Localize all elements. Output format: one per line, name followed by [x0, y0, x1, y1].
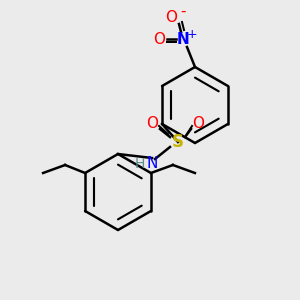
Text: N: N [146, 157, 158, 172]
Text: -: - [180, 4, 186, 19]
Text: N: N [177, 32, 189, 46]
Text: H: H [135, 157, 145, 171]
Text: O: O [165, 10, 177, 25]
Text: O: O [146, 116, 158, 131]
Text: O: O [153, 32, 165, 46]
Text: +: + [187, 28, 197, 41]
Text: S: S [172, 133, 184, 151]
Text: O: O [192, 116, 204, 131]
